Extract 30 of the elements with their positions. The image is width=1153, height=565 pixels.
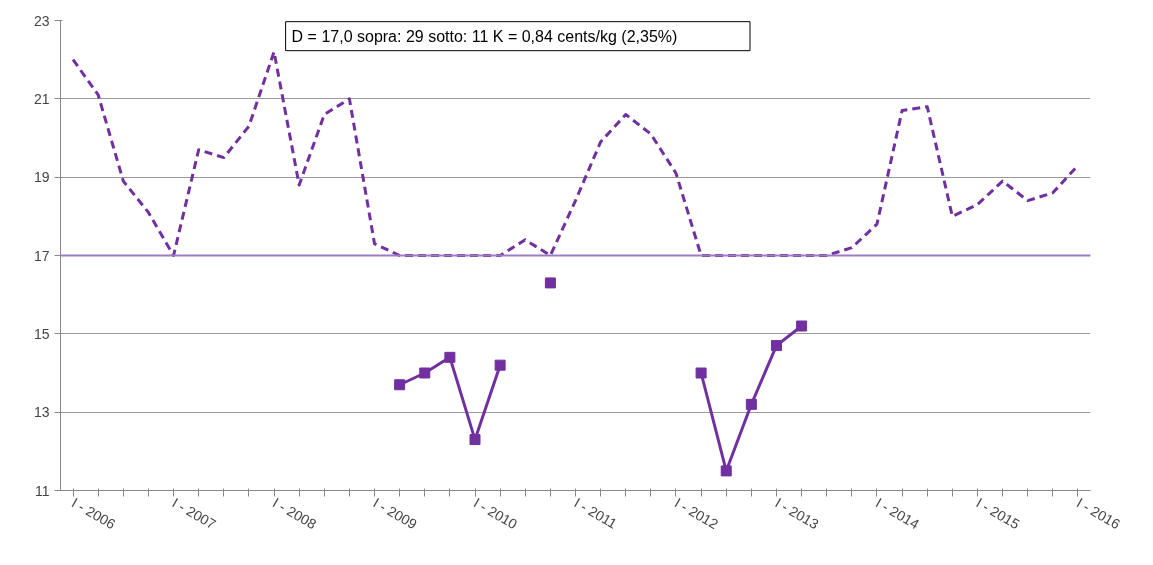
point [720, 465, 732, 477]
y-tick-label: 15 [33, 325, 50, 342]
x-tick-label: I - 2009 [370, 494, 420, 533]
x-tick-label: I - 2011 [571, 494, 620, 532]
annotation: D = 17,0 sopra: 29 sotto: 11 K = 0,84 cents/kg (2,35%) [291, 27, 678, 45]
point [770, 340, 782, 352]
y-tick-label: 13 [33, 404, 50, 421]
x-tick-label: I - 2015 [973, 494, 1023, 533]
y-tick-label: 21 [33, 90, 50, 107]
point [745, 398, 757, 410]
x-tick-label: I - 2012 [671, 494, 722, 533]
point [419, 367, 431, 379]
x-tick-label: I - 2008 [270, 494, 320, 533]
x-tick-label: I - 2006 [69, 494, 119, 533]
y-tick-label: 17 [33, 247, 50, 264]
point [695, 367, 707, 379]
point [444, 351, 456, 363]
point [494, 359, 506, 371]
x-tick-label: I - 2016 [1073, 494, 1124, 533]
y-tick-label: 23 [33, 12, 50, 29]
y-tick-label: 11 [34, 482, 50, 499]
point [544, 277, 556, 289]
point [469, 434, 481, 446]
x-tick-label: I - 2007 [169, 494, 219, 533]
x-tick-label: I - 2010 [471, 494, 521, 533]
x-tick-label: I - 2014 [872, 494, 923, 533]
point [394, 379, 406, 391]
point [796, 320, 808, 332]
x-tick-label: I - 2013 [772, 494, 822, 533]
y-tick-label: 19 [33, 169, 50, 186]
